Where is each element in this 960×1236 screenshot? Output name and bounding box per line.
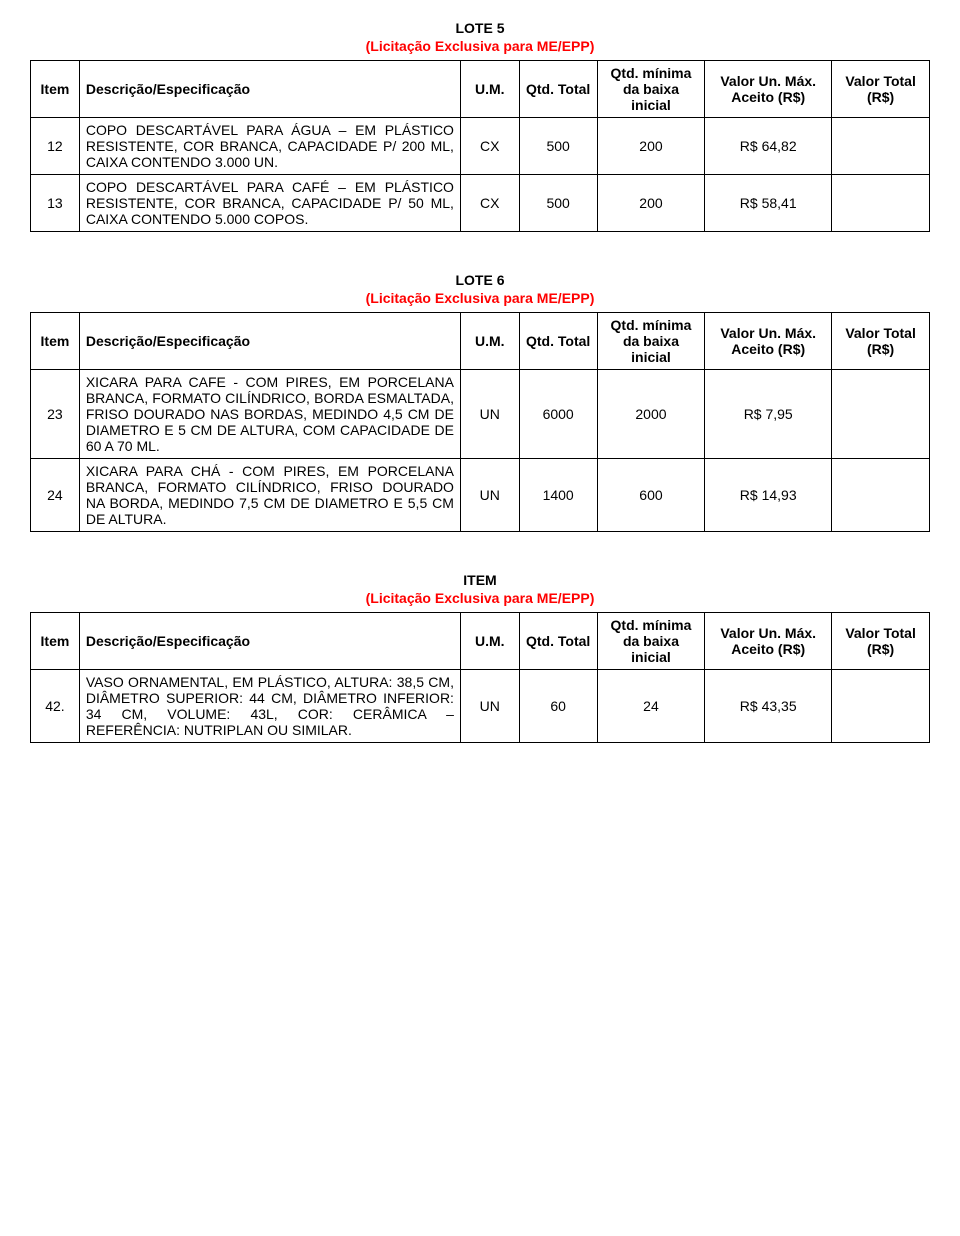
cell-vt xyxy=(832,670,930,743)
table-row: 12 COPO DESCARTÁVEL PARA ÁGUA – EM PLÁST… xyxy=(31,118,930,175)
cell-um: CX xyxy=(460,175,519,232)
lote6-title: LOTE 6 xyxy=(30,272,930,288)
lote5-subtitle: (Licitação Exclusiva para ME/EPP) xyxy=(30,38,930,54)
th-qtd-min: Qtd. mínima da baixa inicial xyxy=(597,61,704,118)
th-desc: Descrição/Especificação xyxy=(79,61,460,118)
cell-qt: 1400 xyxy=(519,459,597,532)
cell-item: 13 xyxy=(31,175,80,232)
cell-desc: XICARA PARA CAFE - COM PIRES, EM PORCELA… xyxy=(79,370,460,459)
cell-vu: R$ 14,93 xyxy=(705,459,832,532)
lote5-title: LOTE 5 xyxy=(30,20,930,36)
lote6-subtitle: (Licitação Exclusiva para ME/EPP) xyxy=(30,290,930,306)
th-qtd-total: Qtd. Total xyxy=(519,313,597,370)
item-subtitle: (Licitação Exclusiva para ME/EPP) xyxy=(30,590,930,606)
table-row: 13 COPO DESCARTÁVEL PARA CAFÉ – EM PLÁST… xyxy=(31,175,930,232)
th-valor-total: Valor Total (R$) xyxy=(832,313,930,370)
th-item: Item xyxy=(31,313,80,370)
cell-vu: R$ 7,95 xyxy=(705,370,832,459)
cell-item: 23 xyxy=(31,370,80,459)
table-header-row: Item Descrição/Especificação U.M. Qtd. T… xyxy=(31,613,930,670)
cell-qt: 500 xyxy=(519,175,597,232)
cell-qm: 600 xyxy=(597,459,704,532)
item-table: Item Descrição/Especificação U.M. Qtd. T… xyxy=(30,612,930,743)
cell-vu: R$ 58,41 xyxy=(705,175,832,232)
table-header-row: Item Descrição/Especificação U.M. Qtd. T… xyxy=(31,313,930,370)
cell-desc: VASO ORNAMENTAL, EM PLÁSTICO, ALTURA: 38… xyxy=(79,670,460,743)
cell-desc: XICARA PARA CHÁ - COM PIRES, EM PORCELAN… xyxy=(79,459,460,532)
th-um: U.M. xyxy=(460,613,519,670)
cell-item: 42. xyxy=(31,670,80,743)
th-desc: Descrição/Especificação xyxy=(79,613,460,670)
cell-qm: 24 xyxy=(597,670,704,743)
cell-item: 12 xyxy=(31,118,80,175)
table-row: 23 XICARA PARA CAFE - COM PIRES, EM PORC… xyxy=(31,370,930,459)
cell-vu: R$ 64,82 xyxy=(705,118,832,175)
cell-vu: R$ 43,35 xyxy=(705,670,832,743)
cell-qt: 60 xyxy=(519,670,597,743)
lote5-table: Item Descrição/Especificação U.M. Qtd. T… xyxy=(30,60,930,232)
cell-um: CX xyxy=(460,118,519,175)
cell-qt: 500 xyxy=(519,118,597,175)
cell-qm: 200 xyxy=(597,175,704,232)
cell-desc: COPO DESCARTÁVEL PARA ÁGUA – EM PLÁSTICO… xyxy=(79,118,460,175)
th-valor-un: Valor Un. Máx. Aceito (R$) xyxy=(705,61,832,118)
cell-vt xyxy=(832,118,930,175)
cell-desc: COPO DESCARTÁVEL PARA CAFÉ – EM PLÁSTICO… xyxy=(79,175,460,232)
cell-item: 24 xyxy=(31,459,80,532)
th-valor-un: Valor Un. Máx. Aceito (R$) xyxy=(705,313,832,370)
th-um: U.M. xyxy=(460,313,519,370)
th-qtd-total: Qtd. Total xyxy=(519,61,597,118)
cell-vt xyxy=(832,175,930,232)
cell-qm: 2000 xyxy=(597,370,704,459)
th-desc: Descrição/Especificação xyxy=(79,313,460,370)
th-valor-total: Valor Total (R$) xyxy=(832,61,930,118)
table-header-row: Item Descrição/Especificação U.M. Qtd. T… xyxy=(31,61,930,118)
table-row: 42. VASO ORNAMENTAL, EM PLÁSTICO, ALTURA… xyxy=(31,670,930,743)
table-row: 24 XICARA PARA CHÁ - COM PIRES, EM PORCE… xyxy=(31,459,930,532)
lote6-table: Item Descrição/Especificação U.M. Qtd. T… xyxy=(30,312,930,532)
th-item: Item xyxy=(31,61,80,118)
cell-vt xyxy=(832,370,930,459)
th-qtd-total: Qtd. Total xyxy=(519,613,597,670)
th-um: U.M. xyxy=(460,61,519,118)
cell-um: UN xyxy=(460,459,519,532)
th-qtd-min: Qtd. mínima da baixa inicial xyxy=(597,613,704,670)
cell-vt xyxy=(832,459,930,532)
cell-um: UN xyxy=(460,670,519,743)
th-qtd-min: Qtd. mínima da baixa inicial xyxy=(597,313,704,370)
cell-qm: 200 xyxy=(597,118,704,175)
th-item: Item xyxy=(31,613,80,670)
item-title: ITEM xyxy=(30,572,930,588)
th-valor-un: Valor Un. Máx. Aceito (R$) xyxy=(705,613,832,670)
th-valor-total: Valor Total (R$) xyxy=(832,613,930,670)
cell-um: UN xyxy=(460,370,519,459)
cell-qt: 6000 xyxy=(519,370,597,459)
